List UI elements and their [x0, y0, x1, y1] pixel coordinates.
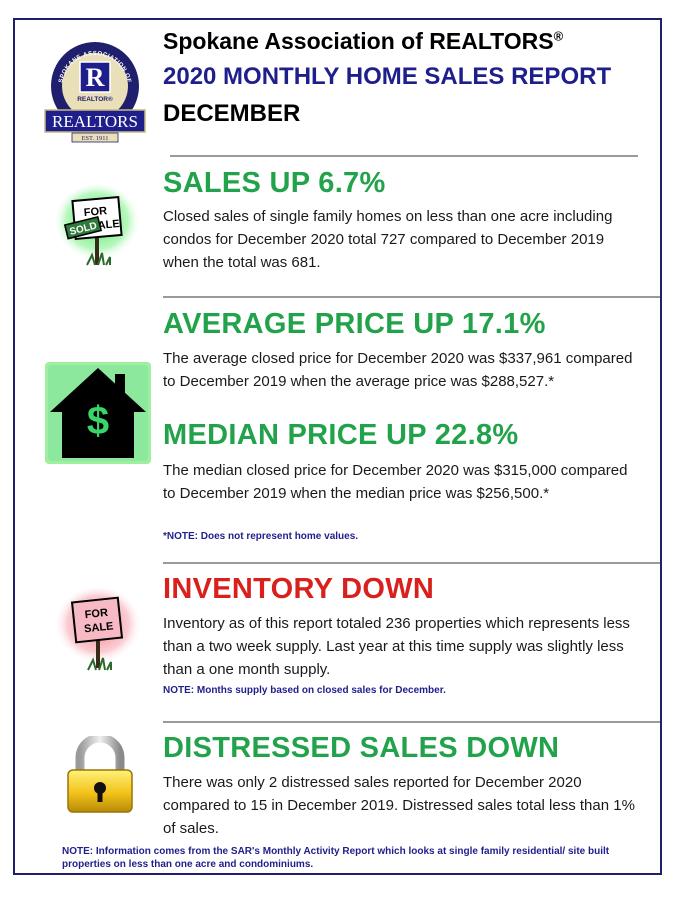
logo-mark-caption: REALTOR® — [77, 95, 113, 103]
house-dollar-icon: $ — [45, 362, 151, 464]
median-note: *NOTE: Does not represent home values. — [163, 531, 359, 542]
sold-sign-mid: ALE — [97, 218, 120, 232]
for-sale-sign-top: FOR — [84, 607, 108, 621]
sold-sign-icon: FOR ALE SOLD — [53, 185, 141, 266]
registered-mark: ® — [553, 28, 564, 44]
sold-sign-top: FOR — [83, 205, 107, 219]
divider-header — [170, 155, 638, 157]
median-body: The median closed price for December 202… — [163, 462, 628, 502]
inventory-headline: INVENTORY DOWN — [163, 573, 435, 605]
org-name-text: Spokane Association of REALTORS — [163, 28, 554, 54]
inventory-body: Inventory as of this report totaled 236 … — [163, 615, 630, 678]
report-month: DECEMBER — [163, 100, 301, 127]
logo-est-text: EST. 1911 — [81, 135, 108, 142]
report-frame — [13, 18, 662, 875]
for-sale-sign-icon: FOR SALE — [54, 588, 142, 671]
report-title: 2020 MONTHLY HOME SALES REPORT — [163, 63, 612, 90]
logo-banner-text: REALTORS — [52, 112, 138, 131]
logo-mark-letter: R — [86, 63, 105, 92]
sales-body: Closed sales of single family homes on l… — [163, 208, 613, 271]
median-headline: MEDIAN PRICE UP 22.8% — [163, 419, 519, 451]
inventory-note: NOTE: Months supply based on closed sale… — [163, 685, 446, 696]
divider-median — [163, 562, 660, 564]
average-body: The average closed price for December 20… — [163, 350, 633, 390]
org-name: Spokane Association of REALTORS® — [163, 28, 563, 55]
distressed-headline: DISTRESSED SALES DOWN — [163, 732, 560, 764]
padlock-icon — [67, 736, 133, 813]
footnote: NOTE: Information comes from the SAR's M… — [62, 846, 610, 870]
distressed-body: There was only 2 distressed sales report… — [163, 774, 635, 837]
average-headline: AVERAGE PRICE UP 17.1% — [163, 308, 546, 340]
realtor-logo-icon: SPOKANE ASSOCIATION OF R REALTOR® REALTO… — [44, 42, 146, 143]
divider-sales — [163, 296, 660, 298]
sales-headline: SALES UP 6.7% — [163, 167, 386, 199]
for-sale-sign-bottom: SALE — [84, 620, 114, 635]
house-dollar-symbol: $ — [87, 399, 109, 443]
divider-inventory — [163, 721, 660, 723]
